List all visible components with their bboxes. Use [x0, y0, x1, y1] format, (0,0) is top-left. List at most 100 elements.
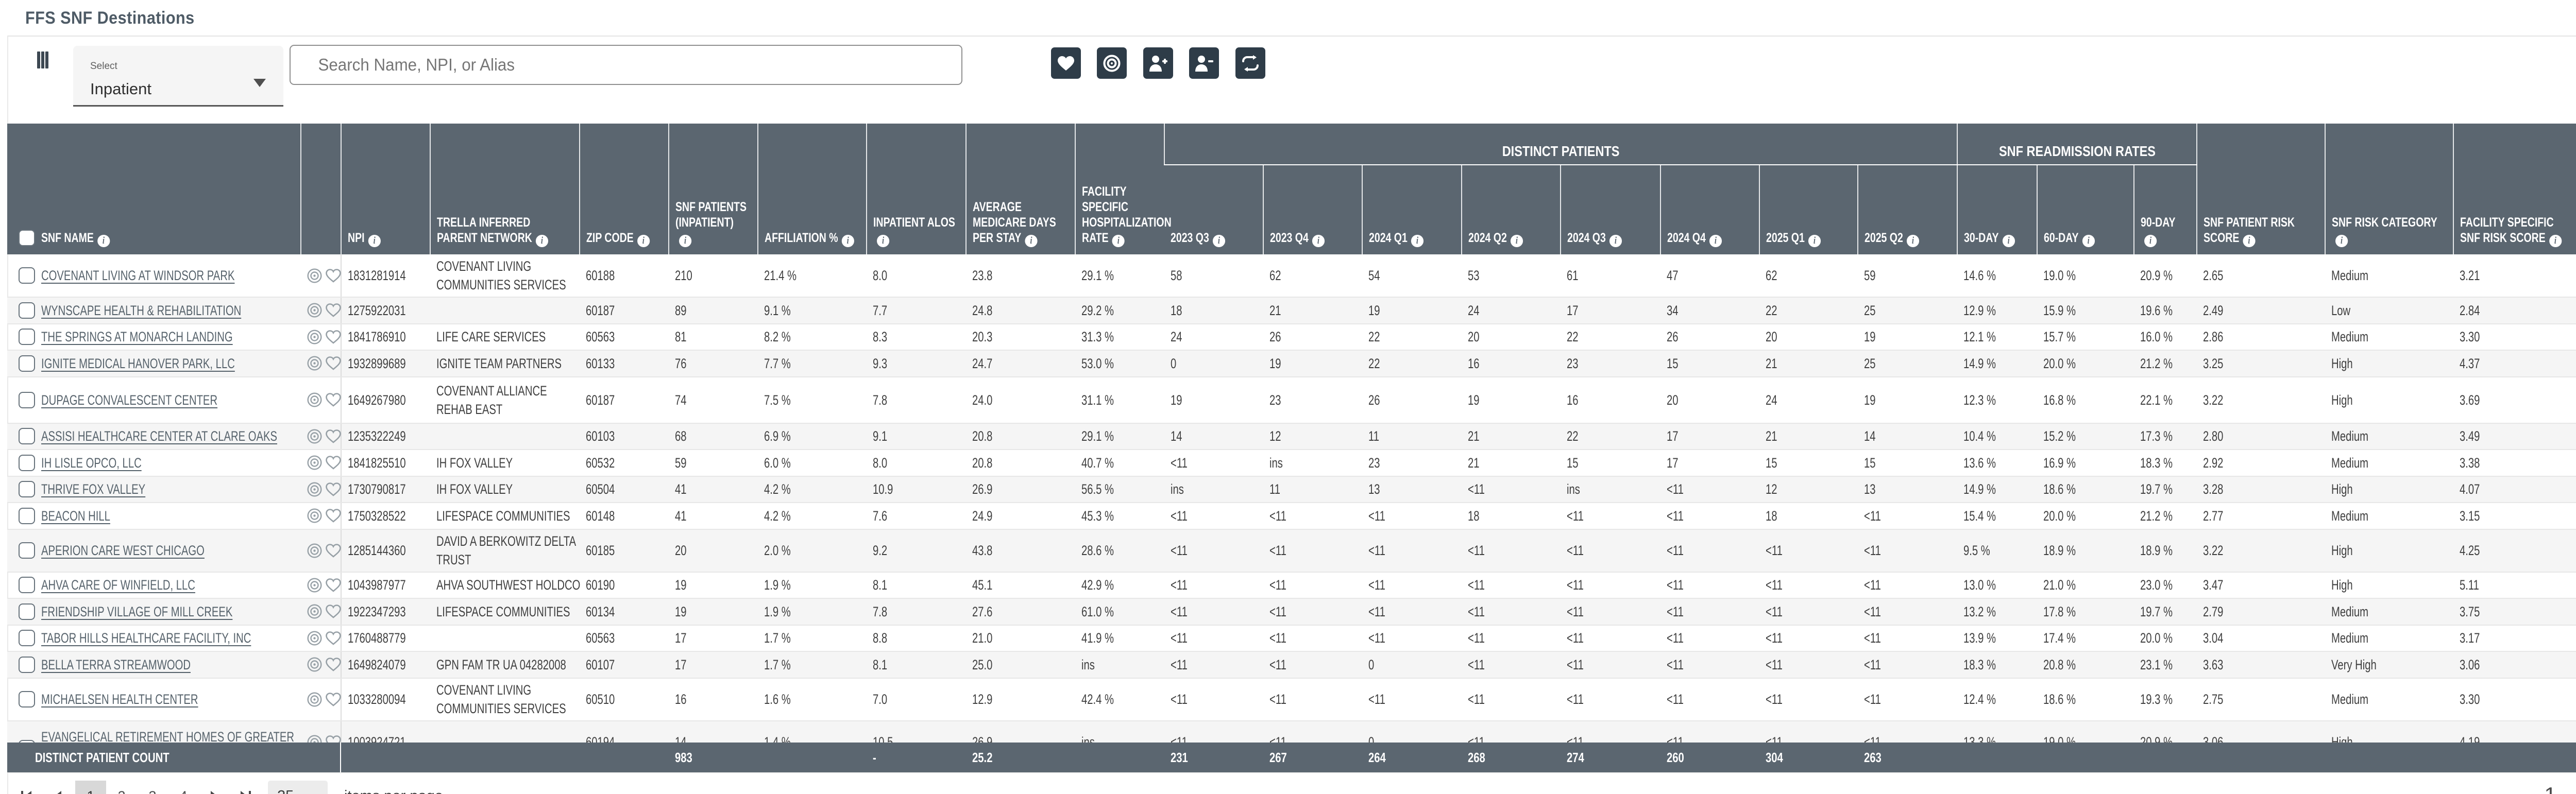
page-number-4[interactable]: 4	[168, 781, 199, 794]
heart-icon[interactable]	[326, 356, 341, 370]
swap-button[interactable]	[1235, 47, 1265, 79]
column-header-q7[interactable]: 2025 Q1 i	[1759, 165, 1858, 254]
column-header-d90[interactable]: 90-DAY i	[2133, 165, 2197, 254]
column-header-q6[interactable]: 2024 Q4 i	[1660, 165, 1759, 254]
row-checkbox[interactable]	[19, 656, 35, 673]
info-icon[interactable]: i	[1212, 235, 1226, 247]
row-checkbox[interactable]	[19, 630, 35, 647]
heart-icon[interactable]	[326, 658, 341, 671]
row-checkbox[interactable]	[19, 577, 35, 594]
info-icon[interactable]: i	[2243, 235, 2256, 247]
heart-icon[interactable]	[326, 303, 341, 317]
row-checkbox[interactable]	[19, 691, 35, 707]
info-icon[interactable]: i	[679, 235, 692, 247]
info-icon[interactable]: i	[841, 235, 854, 247]
info-icon[interactable]: i	[1411, 235, 1424, 247]
target-icon[interactable]	[307, 429, 322, 444]
column-header-q2[interactable]: 2023 Q4 i	[1263, 165, 1362, 254]
snf-name-link[interactable]: AHVA CARE OF WINFIELD, LLC	[41, 577, 195, 593]
heart-icon[interactable]	[326, 429, 341, 443]
remove-person-button[interactable]	[1189, 47, 1219, 79]
target-button[interactable]	[1097, 47, 1127, 79]
row-checkbox[interactable]	[19, 428, 35, 445]
info-icon[interactable]: i	[2549, 235, 2562, 247]
target-icon[interactable]	[307, 482, 322, 497]
column-header-q4[interactable]: 2024 Q2 i	[1461, 165, 1561, 254]
column-header-alos[interactable]: INPATIENT ALOS i	[866, 124, 966, 254]
info-icon[interactable]: i	[1510, 235, 1523, 247]
target-icon[interactable]	[307, 543, 322, 558]
snf-name-link[interactable]: BEACON HILL	[41, 508, 110, 524]
target-icon[interactable]	[307, 392, 322, 407]
heart-icon[interactable]	[326, 330, 341, 344]
target-icon[interactable]	[307, 692, 322, 707]
target-icon[interactable]	[307, 657, 322, 672]
column-header-npi[interactable]: NPI i	[341, 124, 430, 254]
column-header-icons[interactable]	[300, 124, 341, 254]
snf-name-link[interactable]: EVANGELICAL RETIREMENT HOMES OF GREATER	[41, 729, 294, 743]
row-checkbox[interactable]	[19, 355, 35, 372]
heart-icon[interactable]	[326, 509, 341, 523]
column-header-name[interactable]: SNF NAME i	[7, 124, 301, 254]
target-icon[interactable]	[307, 604, 322, 619]
column-header-q1[interactable]: 2023 Q3 i	[1164, 165, 1263, 254]
row-checkbox[interactable]	[19, 481, 35, 498]
info-icon[interactable]: i	[1808, 235, 1821, 247]
info-icon[interactable]: i	[2335, 235, 2348, 247]
column-header-hosp[interactable]: FACILITY SPECIFIC HOSPITALIZATION RATE i	[1075, 124, 1172, 254]
target-icon[interactable]	[307, 578, 322, 593]
snf-name-link[interactable]: ASSISI HEALTHCARE CENTER AT CLARE OAKS	[41, 428, 278, 444]
view-columns-icon[interactable]	[37, 51, 49, 68]
info-icon[interactable]: i	[877, 235, 890, 247]
setting-select[interactable]: Select Inpatient	[73, 46, 283, 107]
add-person-button[interactable]	[1143, 47, 1173, 79]
info-icon[interactable]: i	[2082, 235, 2095, 247]
row-checkbox[interactable]	[19, 302, 35, 319]
info-icon[interactable]: i	[1709, 235, 1722, 247]
snf-name-link[interactable]: DUPAGE CONVALESCENT CENTER	[41, 392, 218, 408]
target-icon[interactable]	[307, 303, 322, 318]
heart-icon[interactable]	[326, 735, 341, 743]
heart-icon[interactable]	[326, 543, 341, 558]
snf-name-link[interactable]: APERION CARE WEST CHICAGO	[41, 543, 205, 558]
snf-name-link[interactable]: FRIENDSHIP VILLAGE OF MILL CREEK	[41, 603, 233, 619]
info-icon[interactable]: i	[1312, 235, 1325, 247]
page-number-3[interactable]: 3	[137, 781, 168, 794]
row-checkbox[interactable]	[19, 329, 35, 346]
column-header-score[interactable]: SNF PATIENT RISK SCORE i	[2196, 124, 2326, 254]
snf-name-link[interactable]: COVENANT LIVING AT WINDSOR PARK	[41, 268, 235, 283]
target-icon[interactable]	[307, 455, 322, 470]
column-header-zip[interactable]: ZIP CODE i	[579, 124, 669, 254]
target-icon[interactable]	[307, 330, 322, 344]
snf-name-link[interactable]: WYNSCAPE HEALTH & REHABILITATION	[41, 302, 242, 318]
info-icon[interactable]: i	[1609, 235, 1622, 247]
snf-name-link[interactable]: IH LISLE OPCO, LLC	[41, 455, 142, 471]
heart-icon[interactable]	[326, 578, 341, 592]
info-icon[interactable]: i	[2002, 235, 2015, 247]
row-checkbox[interactable]	[19, 507, 35, 524]
info-icon[interactable]: i	[2144, 235, 2157, 247]
snf-name-link[interactable]: THRIVE FOX VALLEY	[41, 481, 146, 497]
page-next-icon[interactable]	[199, 781, 230, 794]
column-header-affiliation[interactable]: AFFILIATION % i	[757, 124, 867, 254]
target-icon[interactable]	[307, 268, 322, 283]
column-header-medicare[interactable]: AVERAGE MEDICARE DAYS PER STAY i	[965, 124, 1075, 254]
heart-icon[interactable]	[326, 605, 341, 618]
column-header-q3[interactable]: 2024 Q1 i	[1362, 165, 1462, 254]
column-header-d30[interactable]: 30-DAY i	[1957, 165, 2038, 254]
page-number-2[interactable]: 2	[106, 781, 137, 794]
snf-name-link[interactable]: BELLA TERRA STREAMWOOD	[41, 657, 191, 672]
target-icon[interactable]	[307, 356, 322, 371]
info-icon[interactable]: i	[368, 235, 381, 247]
select-all-checkbox[interactable]	[19, 230, 35, 246]
page-prev-icon[interactable]	[42, 781, 73, 794]
heart-icon[interactable]	[326, 631, 341, 645]
snf-name-link[interactable]: THE SPRINGS AT MONARCH LANDING	[41, 329, 233, 345]
heart-icon[interactable]	[326, 393, 341, 407]
column-header-network[interactable]: TRELLA INFERRED PARENT NETWORK i	[430, 124, 580, 254]
column-header-fac_score[interactable]: FACILITY SPECIFIC SNF RISK SCORE i	[2453, 124, 2576, 254]
snf-name-link[interactable]: IGNITE MEDICAL HANOVER PARK, LLC	[41, 355, 235, 371]
heart-icon[interactable]	[326, 456, 341, 470]
info-icon[interactable]: i	[637, 235, 650, 247]
info-icon[interactable]: i	[1906, 235, 1920, 247]
